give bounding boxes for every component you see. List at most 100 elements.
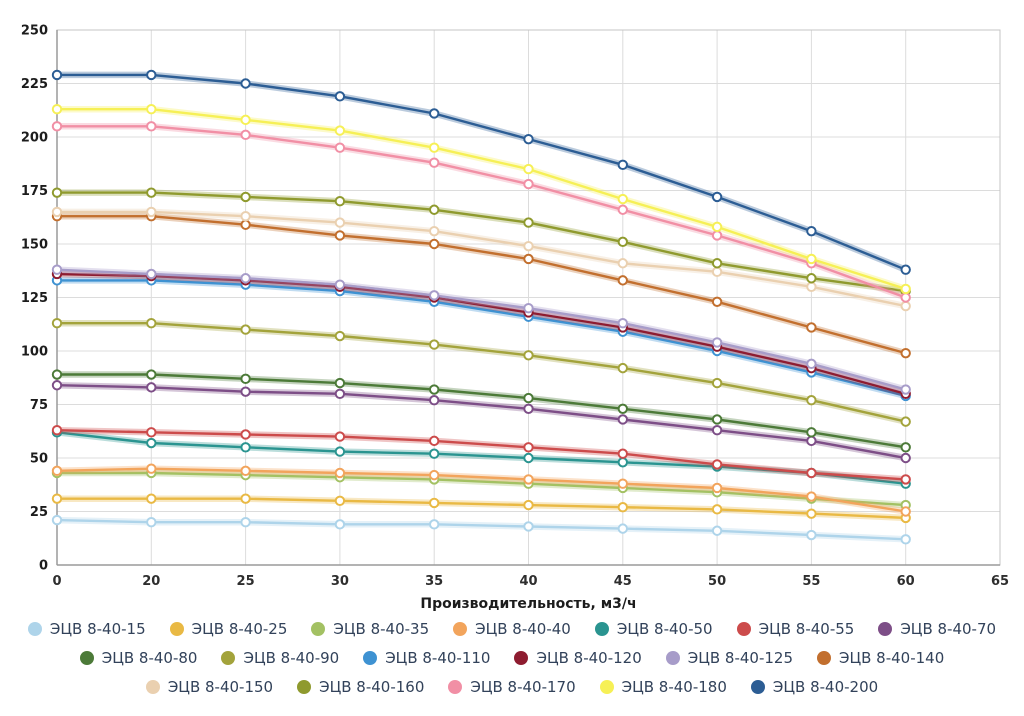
legend-swatch-icon: [448, 680, 463, 694]
legend-item[interactable]: ЭЦВ 8-40-40: [453, 620, 571, 638]
series-marker: [617, 502, 628, 513]
legend-item[interactable]: ЭЦВ 8-40-170: [448, 678, 576, 696]
legend-item[interactable]: ЭЦВ 8-40-50: [594, 620, 713, 638]
series-marker: [523, 452, 534, 464]
series-marker: [334, 377, 346, 389]
y-tick-label: 100: [21, 345, 48, 360]
legend-swatch-icon: [221, 651, 236, 665]
series-marker: [240, 78, 251, 89]
series-marker: [146, 493, 157, 504]
legend-item[interactable]: ЭЦВ 8-40-200: [750, 678, 879, 696]
legend-label: ЭЦВ 8-40-110: [385, 649, 491, 667]
series-marker: [51, 69, 63, 81]
series-line: [57, 279, 906, 398]
series-marker: [711, 258, 723, 269]
legend-item[interactable]: ЭЦВ 8-40-55: [736, 620, 855, 638]
legend-swatch-icon: [453, 622, 468, 636]
series-marker: [146, 121, 157, 132]
legend-item[interactable]: ЭЦВ 8-40-90: [221, 649, 339, 667]
legend-label: ЭЦВ 8-40-55: [758, 620, 855, 638]
legend-item[interactable]: ЭЦВ 8-40-120: [514, 649, 642, 667]
legend-label: ЭЦВ 8-40-90: [243, 649, 340, 667]
series-marker: [523, 240, 534, 252]
series-marker: [711, 504, 723, 515]
series-marker: [523, 253, 534, 265]
y-tick-label: 225: [21, 77, 48, 92]
legend-item[interactable]: ЭЦВ 8-40-150: [145, 678, 273, 696]
series-marker: [711, 230, 723, 241]
legend-label: ЭЦВ 8-40-25: [191, 620, 288, 638]
series-marker: [240, 517, 251, 528]
legend-swatch-icon: [363, 651, 378, 665]
series-marker: [146, 382, 157, 393]
x-tick-label: 0: [52, 574, 61, 589]
series-marker: [429, 238, 440, 250]
series-marker: [806, 467, 817, 479]
series-marker: [806, 253, 817, 265]
x-tick-label: 50: [708, 574, 726, 589]
series-marker: [51, 369, 63, 380]
series-marker: [806, 225, 817, 237]
series-marker: [523, 178, 534, 190]
legend-item[interactable]: ЭЦВ 8-40-160: [297, 678, 424, 696]
series-marker: [617, 478, 628, 489]
series-marker: [334, 388, 346, 399]
series-marker: [334, 519, 346, 530]
series-marker: [711, 414, 723, 425]
series-marker: [806, 273, 817, 284]
legend-swatch-icon: [27, 622, 42, 636]
series-marker: [429, 225, 440, 237]
series-line: [57, 210, 906, 308]
series-marker: [617, 317, 628, 329]
series-marker: [240, 273, 251, 284]
legend-swatch-icon: [79, 651, 94, 665]
series-marker: [617, 159, 628, 171]
legend-item[interactable]: ЭЦВ 8-40-35: [311, 620, 429, 638]
legend-item[interactable]: ЭЦВ 8-40-180: [599, 678, 727, 696]
series-marker: [240, 493, 251, 504]
legend-item[interactable]: ЭЦВ 8-40-80: [79, 649, 198, 667]
series-marker: [523, 392, 534, 404]
series-line-halo: [53, 495, 909, 522]
series-marker: [334, 142, 346, 153]
y-tick-label: 250: [21, 24, 48, 39]
series-line: [57, 73, 907, 271]
series-marker: [523, 474, 534, 485]
series-marker: [711, 459, 723, 470]
series-marker: [51, 206, 63, 218]
series-marker: [617, 448, 628, 459]
series-marker: [240, 429, 251, 440]
legend-item[interactable]: ЭЦВ 8-40-125: [665, 649, 793, 667]
series-marker: [523, 442, 534, 453]
legend-item[interactable]: ЭЦВ 8-40-110: [363, 649, 490, 667]
series-marker: [806, 281, 817, 292]
y-tick-label: 0: [39, 559, 48, 574]
series-marker: [51, 103, 63, 115]
series-line: [57, 322, 906, 423]
series-marker: [523, 350, 534, 361]
legend-item[interactable]: ЭЦВ 8-40-140: [817, 649, 944, 667]
series-marker: [334, 91, 346, 102]
series-marker: [900, 292, 911, 303]
series-marker: [429, 204, 440, 215]
series-line: [57, 215, 907, 355]
series-marker: [334, 196, 346, 207]
series-marker: [523, 217, 534, 228]
x-tick-label: 40: [519, 574, 537, 589]
series-marker: [146, 317, 157, 329]
series-marker: [240, 114, 251, 126]
series-marker: [51, 424, 63, 436]
x-tick-label: 25: [237, 574, 255, 589]
legend-item[interactable]: ЭЦВ 8-40-25: [169, 620, 288, 638]
legend-item[interactable]: ЭЦВ 8-40-15: [27, 620, 146, 638]
y-tick-label: 125: [21, 291, 48, 306]
series-marker: [711, 337, 723, 348]
legend-item[interactable]: ЭЦВ 8-40-70: [878, 620, 996, 638]
series-marker: [240, 373, 251, 385]
legend-label: ЭЦВ 8-40-80: [101, 649, 198, 667]
series-marker: [51, 264, 63, 275]
series-line: [57, 373, 906, 449]
legend-label: ЭЦВ 8-40-200: [772, 678, 879, 696]
series-marker: [900, 474, 911, 485]
series-marker: [334, 467, 346, 479]
